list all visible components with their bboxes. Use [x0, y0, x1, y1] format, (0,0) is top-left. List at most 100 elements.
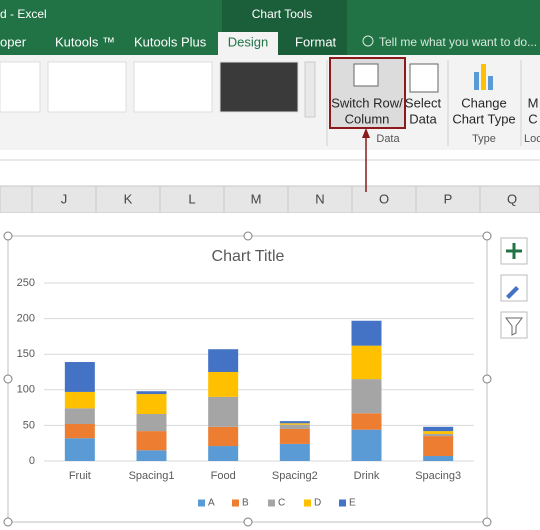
style-thumb[interactable]	[0, 61, 41, 113]
group-label: Loc	[524, 133, 540, 145]
bar-segment[interactable]	[136, 431, 167, 451]
bar-segment[interactable]	[64, 362, 95, 392]
x-tick-label: Drink	[354, 470, 380, 482]
y-tick-label: 200	[17, 313, 35, 325]
column-header[interactable]: Q	[507, 191, 517, 206]
search-icon	[362, 35, 374, 47]
x-tick-label: Spacing3	[415, 470, 461, 482]
column-header[interactable]: P	[444, 191, 453, 206]
style-thumb[interactable]	[219, 61, 299, 113]
chart-title: Chart Title	[212, 248, 285, 265]
x-tick-label: Spacing1	[129, 470, 175, 482]
ribbon-tab[interactable]: Format	[295, 34, 337, 49]
bar-segment[interactable]	[423, 431, 454, 434]
y-tick-label: 50	[23, 419, 35, 431]
scroll[interactable]	[304, 61, 316, 118]
bar-segment[interactable]	[208, 446, 239, 461]
bar-segment[interactable]	[279, 421, 310, 424]
active-tab[interactable]	[218, 32, 278, 55]
filter-icon	[505, 317, 523, 336]
bar-segment[interactable]	[423, 433, 454, 437]
resize-handle[interactable]	[482, 517, 492, 527]
resize-handle[interactable]	[3, 231, 13, 241]
chart-styles[interactable]	[0, 61, 316, 118]
ribbon-tab[interactable]: Design	[228, 34, 268, 49]
style-thumb[interactable]	[133, 61, 213, 113]
bar-segment[interactable]	[423, 426, 454, 432]
bar-segment[interactable]	[279, 428, 310, 444]
y-tick-label: 100	[17, 384, 35, 396]
bar-segment[interactable]	[208, 426, 239, 447]
group-label: Data	[376, 133, 400, 145]
brush-icon	[506, 286, 519, 299]
x-tick-label: Food	[211, 470, 236, 482]
y-tick-label: 150	[17, 348, 35, 360]
resize-handle[interactable]	[3, 374, 13, 384]
change-type-icon	[474, 64, 493, 90]
legend-label: C	[278, 498, 285, 509]
bar-segment[interactable]	[136, 391, 167, 395]
column-header[interactable]: J	[61, 191, 68, 206]
column-header[interactable]: N	[315, 191, 324, 206]
ribbon-tab[interactable]: Kutools ™	[55, 34, 115, 49]
ribbon-tab[interactable]: Kutools Plus	[134, 34, 207, 49]
bar-segment[interactable]	[64, 423, 95, 439]
column-header[interactable]: O	[379, 191, 389, 206]
style-thumb[interactable]	[47, 61, 127, 113]
bar-segment[interactable]	[136, 450, 167, 461]
y-tick-label: 0	[29, 455, 35, 467]
bar-segment[interactable]	[64, 408, 95, 424]
bar-segment[interactable]	[136, 394, 167, 415]
resize-handle[interactable]	[243, 517, 253, 527]
resize-handle[interactable]	[3, 517, 13, 527]
plus-icon	[506, 243, 522, 259]
button-label[interactable]: Change	[461, 95, 507, 110]
button-label[interactable]: Data	[409, 111, 437, 126]
legend-swatch	[304, 499, 311, 507]
search-box[interactable]: Tell me what you want to do...	[379, 35, 537, 49]
resize-handle[interactable]	[243, 231, 253, 241]
bar-segment[interactable]	[279, 424, 310, 429]
legend-swatch	[198, 499, 205, 507]
x-tick-label: Fruit	[69, 470, 91, 482]
chart-side-buttons[interactable]	[500, 237, 528, 339]
bar-segment[interactable]	[279, 423, 310, 425]
bar-segment[interactable]	[423, 436, 454, 457]
button-label[interactable]: M	[528, 95, 539, 110]
bar-segment[interactable]	[351, 413, 382, 430]
bar-segment[interactable]	[423, 456, 454, 461]
bar-segment[interactable]	[136, 414, 167, 432]
bar-segment[interactable]	[351, 429, 382, 461]
column-header[interactable]: L	[188, 191, 195, 206]
button-label[interactable]: Column	[345, 111, 390, 126]
x-tick-label: Spacing2	[272, 470, 318, 482]
button-label[interactable]: Select	[405, 95, 442, 110]
legend-label: A	[208, 498, 215, 509]
legend-label: B	[242, 498, 249, 509]
bar-segment[interactable]	[64, 438, 95, 461]
y-tick-label: 250	[17, 277, 35, 289]
bar-segment[interactable]	[351, 320, 382, 346]
column-header[interactable]: M	[251, 191, 262, 206]
column-header[interactable]: K	[124, 191, 133, 206]
ribbon-tab[interactable]: oper	[0, 34, 27, 49]
resize-handle[interactable]	[482, 231, 492, 241]
bar-segment[interactable]	[208, 372, 239, 397]
arrow-head	[362, 128, 370, 138]
column-header-row	[0, 185, 540, 214]
bar-segment[interactable]	[208, 349, 239, 372]
bar-segment[interactable]	[351, 379, 382, 414]
legend-swatch	[339, 499, 346, 507]
button-label[interactable]: Chart Type	[452, 111, 515, 126]
switch-icon	[353, 63, 379, 87]
button-label[interactable]: C	[528, 111, 537, 126]
bar-segment[interactable]	[279, 443, 310, 461]
bar-segment[interactable]	[351, 345, 382, 380]
bar-segment[interactable]	[64, 391, 95, 409]
button-label[interactable]: Switch Row/	[331, 95, 403, 110]
legend-label: E	[349, 498, 356, 509]
bar-segment[interactable]	[208, 396, 239, 427]
group-label: Type	[472, 133, 496, 145]
resize-handle[interactable]	[482, 374, 492, 384]
window-title: d - Excel	[0, 7, 47, 21]
